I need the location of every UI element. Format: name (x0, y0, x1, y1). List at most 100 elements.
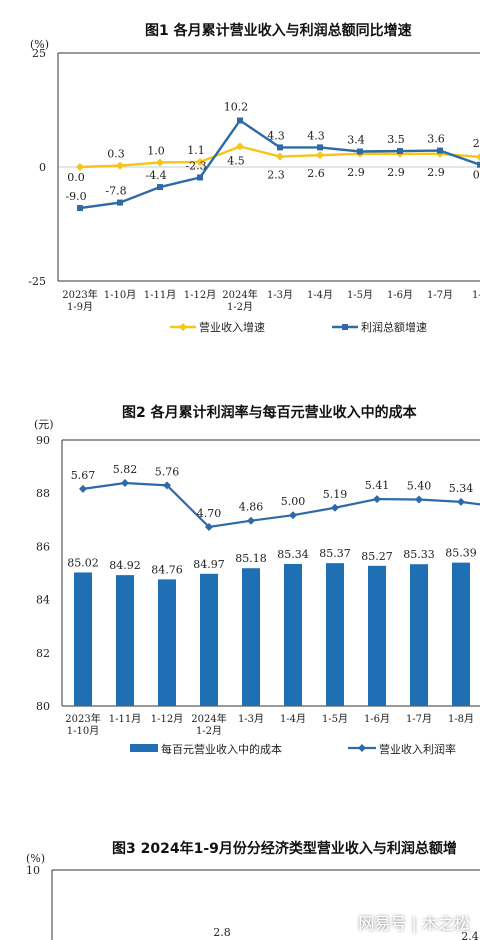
profit-margin-label: 5.40 (407, 480, 432, 493)
chart-3-value-label: 2.4 (461, 930, 479, 940)
chart-1-xtick-label: 1-7月 (427, 289, 453, 301)
profit-growth-point (397, 148, 403, 155)
chart-2-title: 图2 各月累计利润率与每百元营业收入中的成本 (122, 405, 417, 421)
profit-growth-point (197, 174, 203, 181)
cost-bar-label: 85.02 (67, 556, 99, 569)
chart-3-title: 图3 2024年1-9月份分经济类型营业收入与利润总额增 (112, 841, 457, 857)
legend-margin-label: 营业收入利润率 (379, 742, 456, 756)
cost-bar (116, 575, 134, 706)
chart-2-ytick-label: 88 (36, 487, 50, 500)
chart-2-xtick-label: 1-7月 (406, 713, 432, 725)
profit-margin-label: 5.76 (155, 465, 180, 478)
profit-margin-label: 4.70 (197, 507, 222, 520)
chart-2-plot: (元) 90 88 86 84 82 80 2023年 1-10月 1-11月 1-12月 2024年… (34, 418, 480, 756)
chart-3-ytick-label: 10 (26, 864, 40, 877)
profit-margin-point (331, 503, 339, 512)
profit-margin-point (247, 516, 255, 525)
chart-1-ytick-label: -25 (28, 275, 46, 288)
profit-margin-label: 5.41 (365, 479, 390, 492)
revenue-data-label: 2.9 (347, 166, 365, 179)
revenue-data-label: 2.3 (267, 169, 285, 182)
chart-2-xtick-label: 1-3月 (238, 713, 264, 725)
chart-1-xtick-label: 1-5月 (347, 289, 373, 301)
chart-1-xtick-label: 1-8 (472, 290, 480, 301)
profit-data-label: 0. (473, 169, 480, 182)
chart-1-xtick-label: 1-10月 (104, 289, 136, 301)
profit-margin-point (79, 484, 87, 493)
chart-2-xtick-label: 1-5月 (322, 713, 348, 725)
profit-margin-point (457, 497, 465, 506)
profit-margin-label: 4.86 (239, 501, 264, 514)
chart-1-xtick-label: 1-3月 (267, 289, 293, 301)
chart-2-ytick-label: 84 (36, 594, 50, 607)
revenue-data-label: 0.3 (107, 148, 125, 161)
chart-2-xtick-label: 1-8月 (448, 713, 474, 725)
chart-2: 图2 各月累计利润率与每百元营业收入中的成本 (元) 90 88 86 84 82 80 20… (34, 405, 480, 756)
profit-margin-point (373, 495, 381, 504)
chart-2-xtick-label: 1-4月 (280, 713, 306, 725)
profit-growth-point (77, 205, 83, 212)
chart-1-xtick-label: 1-4月 (307, 289, 333, 301)
revenue-data-label: 2.9 (427, 166, 445, 179)
legend-profit-marker (342, 324, 348, 330)
profit-margin-label: 5.82 (113, 463, 138, 476)
chart-1-xtick-label: 1-11月 (144, 289, 176, 301)
cost-bar (452, 562, 470, 706)
profit-growth-point (117, 199, 123, 206)
revenue-growth-point (76, 163, 84, 171)
revenue-growth-point (196, 157, 204, 166)
revenue-growth-point (476, 152, 480, 161)
cost-bar (284, 563, 302, 706)
cost-bar-label: 85.33 (403, 548, 435, 561)
cost-bar (410, 564, 428, 706)
profit-data-label: -9.0 (65, 190, 86, 203)
chart-1-title: 图1 各月累计营业收入与利润总额同比增速 (145, 23, 412, 39)
profit-data-label: -4.4 (145, 169, 166, 182)
profit-margin-label: 5.34 (449, 482, 474, 495)
revenue-data-label: 2. (473, 137, 480, 150)
profit-data-label: 4.3 (307, 129, 325, 142)
cost-bar-label: 85.34 (277, 548, 309, 561)
revenue-data-label: 0.0 (67, 171, 85, 184)
cost-bar-label: 84.92 (109, 559, 141, 572)
chart-2-ytick-label: 82 (36, 647, 50, 660)
chart-1-ytick-label: 0 (39, 161, 46, 174)
profit-margin-label: 5.19 (323, 488, 348, 501)
profit-data-label: -7.8 (105, 185, 126, 198)
chart-1-xtick-label: 2024年 1-2月 (222, 288, 257, 313)
revenue-growth-point (156, 158, 164, 167)
profit-data-label: -2.3 (185, 159, 206, 172)
revenue-data-label: 2.6 (307, 167, 325, 180)
profit-margin-point (205, 523, 213, 531)
cost-bar-label: 85.18 (235, 552, 267, 565)
revenue-growth-point (236, 142, 244, 151)
profit-margin-label: 5.00 (281, 495, 306, 508)
profit-data-label: 3.5 (387, 133, 405, 146)
legend-revenue-label: 营业收入增速 (199, 320, 265, 334)
revenue-growth-line (79, 145, 480, 169)
chart-2-xtick-label: 1-11月 (109, 713, 141, 725)
profit-growth-point (477, 161, 480, 168)
chart-1-ytick-label: 25 (32, 47, 46, 60)
legend-revenue-marker (179, 323, 187, 331)
profit-growth-point (317, 144, 323, 151)
cost-bar (242, 568, 260, 706)
profit-margin-point (289, 511, 297, 520)
cost-bar (368, 565, 386, 706)
chart-1: 图1 各月累计营业收入与利润总额同比增速 (%) 25 0 -25 2023年 1-9月 1… (0, 0, 480, 345)
chart-2-unit: (元) (34, 418, 54, 431)
profit-growth-line (79, 118, 480, 210)
profit-margin-point (415, 495, 423, 504)
profit-growth-point (277, 144, 283, 151)
profit-growth-point (157, 184, 163, 191)
profit-margin-label: 5.67 (71, 469, 96, 482)
profit-growth-point (237, 117, 243, 124)
watermark: 网易号 | 木之松 (358, 914, 470, 933)
revenue-data-label: 1.1 (187, 144, 205, 157)
revenue-data-label: 2.9 (387, 166, 405, 179)
revenue-data-label: 4.5 (227, 154, 245, 167)
cost-bar-label: 84.97 (193, 558, 225, 571)
profit-margin-point (121, 479, 129, 487)
